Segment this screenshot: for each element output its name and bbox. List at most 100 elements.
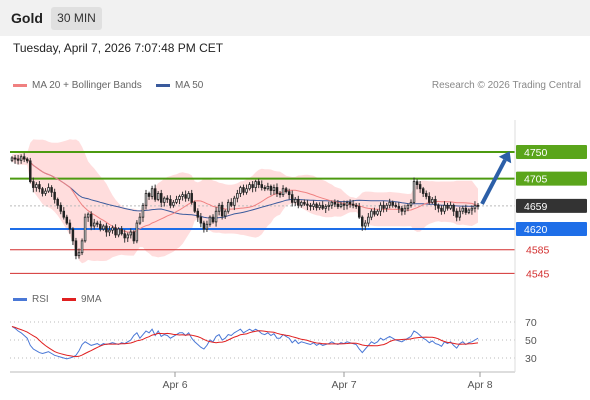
candle (129, 228, 133, 239)
candle (440, 205, 443, 215)
candle-body (318, 204, 321, 209)
credit-text: Research © 2026 Trading Central (431, 80, 581, 91)
candle (156, 191, 160, 202)
candle (50, 185, 53, 198)
candle (178, 194, 181, 205)
level-text-4750: 4750 (524, 147, 548, 159)
candle (169, 195, 172, 209)
candle (147, 191, 151, 200)
candle (284, 186, 288, 194)
candle (473, 201, 477, 213)
candle-body (211, 216, 215, 223)
candle (53, 188, 56, 204)
candle-body (77, 252, 81, 257)
candle-body (214, 210, 218, 223)
candle-body (287, 191, 291, 196)
candle (443, 201, 446, 215)
candle-body (424, 193, 428, 197)
candle-body (230, 201, 233, 206)
candle-body (379, 204, 382, 212)
candle-body (141, 204, 145, 218)
candle-body (452, 204, 455, 212)
rsi-tick-70: 70 (525, 317, 537, 329)
candle-body (10, 157, 14, 161)
candle-body (123, 233, 126, 239)
x-tick-label: Apr 8 (467, 379, 492, 391)
x-tick-label: Apr 7 (331, 379, 356, 391)
candle (22, 153, 26, 163)
candle (138, 213, 142, 225)
candle (257, 178, 260, 189)
candle-body (367, 216, 370, 224)
candle (83, 213, 87, 243)
candle-body (300, 201, 303, 206)
candle-body (92, 222, 96, 227)
candle (150, 185, 154, 200)
candle (187, 191, 190, 202)
candle-body (431, 198, 434, 203)
forecast-arrow-head (498, 151, 512, 164)
candle-body (269, 185, 273, 191)
candle-body (251, 184, 254, 188)
candle-body (80, 240, 84, 254)
level-text-4620: 4620 (524, 224, 548, 236)
candle (452, 203, 455, 216)
candle (467, 208, 471, 215)
candle-body (56, 198, 59, 206)
candle-body (418, 184, 422, 190)
candle (77, 248, 81, 259)
candle (117, 227, 120, 238)
candle (242, 184, 245, 196)
candle-body (102, 225, 105, 230)
candle (163, 196, 166, 207)
candle-body (361, 216, 364, 227)
candle (400, 205, 404, 216)
candle-body (406, 204, 410, 209)
candle-body (388, 201, 391, 206)
candle (455, 208, 458, 222)
candle-body (455, 210, 458, 218)
candle-body (196, 210, 200, 218)
candle-body (114, 227, 117, 236)
candle-body (233, 197, 236, 206)
candle-body (13, 157, 17, 160)
candle-body (306, 203, 309, 206)
candle (290, 190, 294, 207)
candle-body (278, 193, 282, 196)
candle (181, 191, 184, 201)
candle (236, 189, 239, 203)
candle (86, 212, 90, 222)
candle-body (16, 158, 20, 161)
candle (89, 211, 93, 231)
candle (111, 225, 114, 234)
candle-body (62, 210, 66, 218)
candle-body (89, 213, 93, 227)
candle (29, 157, 32, 184)
candle-body (449, 204, 452, 209)
candle (275, 183, 279, 198)
candle-body (370, 210, 373, 218)
candle-body (59, 204, 62, 212)
candle-body (476, 204, 480, 207)
candle-body (297, 198, 300, 206)
candle-body (458, 210, 461, 218)
candle (239, 185, 242, 198)
candle-body (187, 193, 190, 199)
candle-body (470, 207, 474, 211)
level-text-4659: 4659 (524, 201, 548, 213)
level-text-4545: 4545 (526, 268, 550, 280)
legend-ma20: MA 20 + Bollinger Bands (13, 80, 142, 91)
candle-body (117, 228, 120, 236)
candle (160, 189, 163, 208)
candlesticks (10, 153, 480, 260)
level-label-4750: 4750 (516, 145, 587, 159)
level-labels: 4750 4705 4659 4620 4585 4545 (516, 145, 587, 280)
candle (96, 220, 99, 228)
level-tag-4659 (516, 198, 587, 213)
level-text-4705: 4705 (524, 174, 548, 186)
candle (47, 183, 50, 193)
candle (68, 219, 72, 234)
candle-body (156, 193, 160, 200)
candle-body (184, 194, 187, 199)
timeframe-button[interactable]: 30 MIN (51, 7, 102, 30)
